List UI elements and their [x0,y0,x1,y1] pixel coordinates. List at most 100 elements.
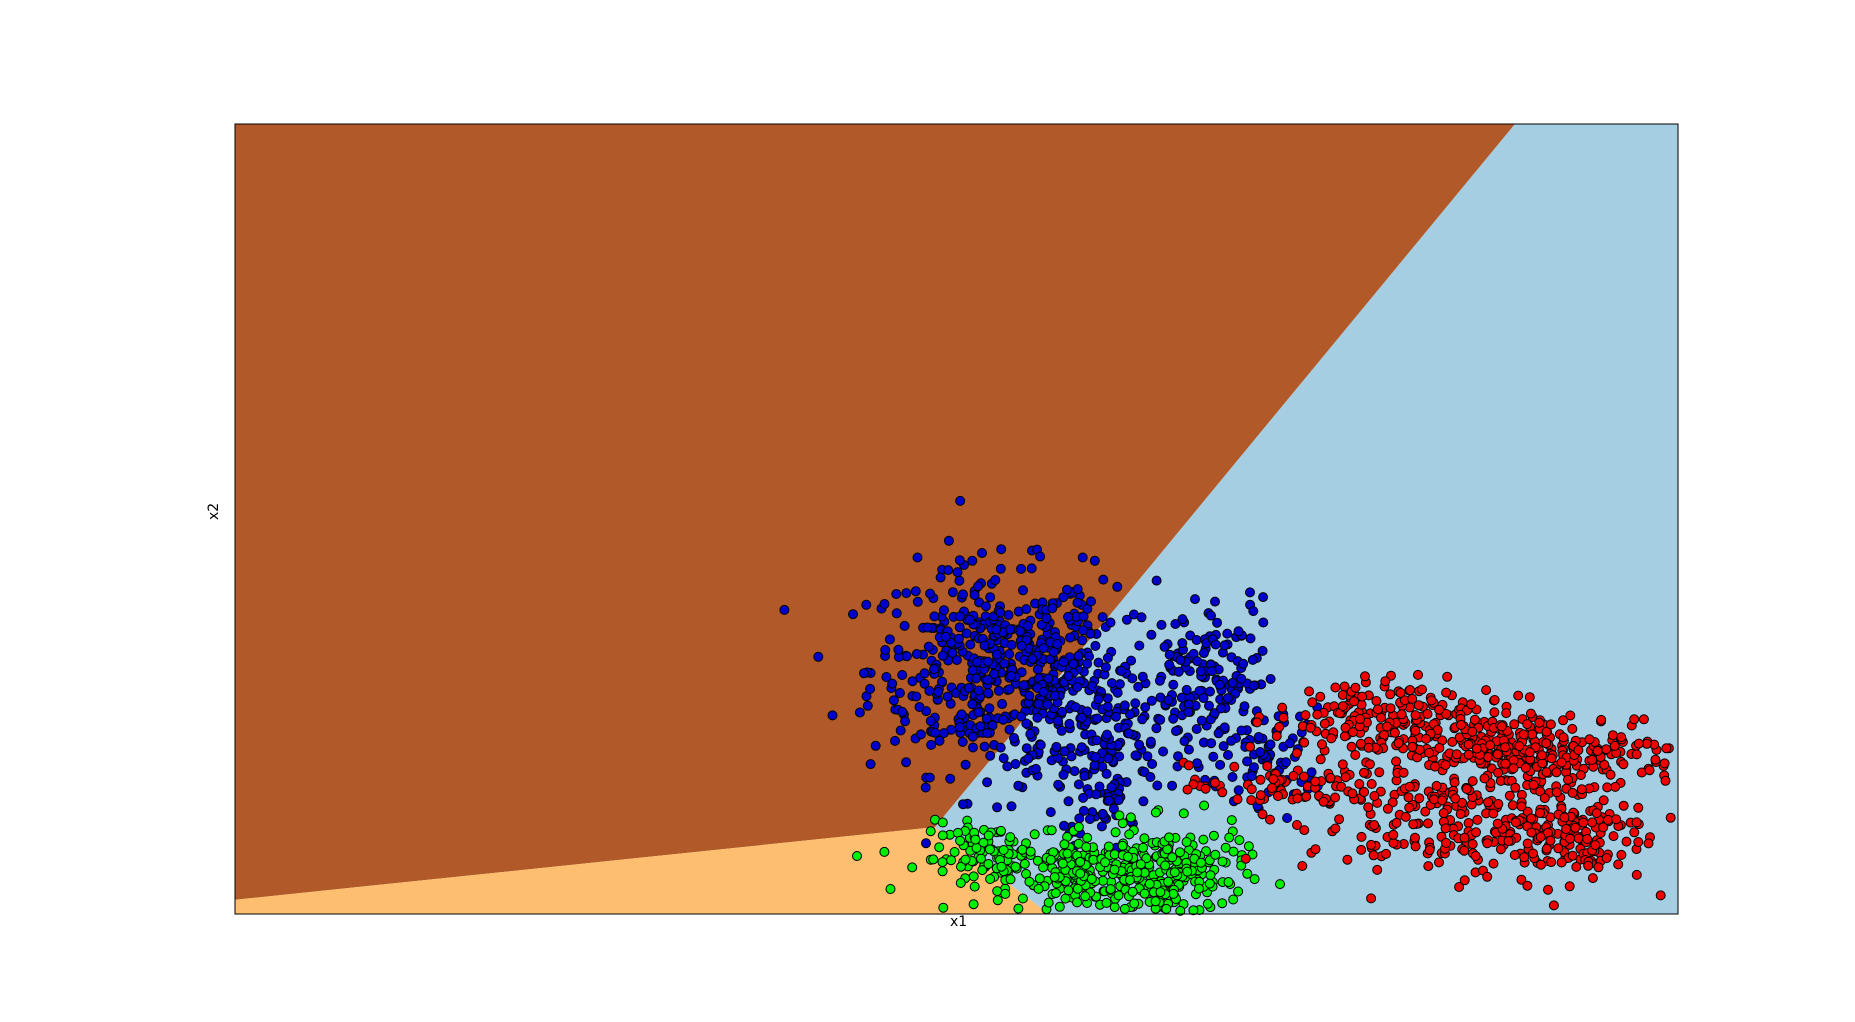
data-point [1245,587,1255,598]
data-point [1524,692,1535,703]
data-point [1633,837,1644,847]
data-point [1424,845,1435,856]
data-point [1224,832,1235,843]
data-point [1388,829,1399,840]
data-point [1257,809,1268,820]
data-point [1330,823,1341,834]
data-point [827,710,838,721]
data-point [1665,812,1676,823]
data-point [1300,710,1311,721]
data-point [956,709,967,720]
data-point [1100,662,1111,673]
data-point [1139,833,1150,844]
data-point [1150,896,1161,907]
data-point [1510,817,1521,828]
data-point [1459,875,1470,886]
data-point [965,639,976,650]
data-point [1195,666,1206,677]
data-point [1123,728,1134,739]
data-point [1035,740,1046,750]
data-point [1191,724,1202,734]
data-point [954,575,965,586]
data-point [1152,780,1163,791]
data-point [985,750,996,761]
data-point [1655,890,1666,901]
data-point [1217,787,1228,798]
data-point [1006,801,1017,812]
data-point [1437,795,1448,806]
data-point [1108,803,1119,814]
data-point [937,830,948,841]
data-point [1584,734,1595,745]
data-point [1434,704,1445,715]
data-point [1422,709,1433,719]
data-point [1551,787,1562,798]
data-point [1150,807,1161,818]
data-point [1218,741,1229,752]
data-point [1073,822,1084,832]
data-point [1130,750,1141,761]
data-point [1175,905,1186,916]
data-point [945,773,956,784]
data-point [971,673,982,684]
data-point [1274,722,1285,732]
data-point [1217,898,1228,909]
data-point [1541,726,1552,737]
data-point [1129,898,1140,909]
data-point [1252,717,1263,728]
data-point [1027,653,1038,664]
data-point [1222,628,1233,639]
data-point [1268,774,1279,785]
data-point [1017,893,1028,904]
data-point [1543,884,1553,895]
data-point [1103,841,1114,852]
data-point [1018,585,1028,596]
data-point [982,656,993,667]
data-point [1492,818,1503,829]
data-point [1424,747,1435,758]
data-point [1021,718,1032,729]
data-point [1004,649,1015,660]
data-point [939,605,949,616]
data-point [1229,761,1240,772]
data-point [1326,733,1337,744]
data-point [980,601,991,612]
data-point [1567,787,1578,798]
data-point [1006,671,1017,681]
data-point [1084,814,1095,825]
data-point [1495,844,1506,855]
data-point [919,678,930,689]
data-point [1133,681,1144,692]
data-point [943,565,954,576]
data-point [1090,640,1101,651]
data-point [1413,669,1423,680]
data-point [1024,690,1035,701]
data-point [1171,726,1181,737]
data-point [1045,854,1056,865]
data-point [1455,809,1466,819]
data-point [1536,859,1546,870]
data-point [915,729,926,740]
data-point [1567,850,1578,861]
data-point [893,644,904,655]
plot-frame [234,123,1679,915]
data-point [1366,839,1377,850]
data-point [1592,745,1603,756]
data-point [925,716,936,726]
data-point [1016,711,1027,722]
data-point [1556,757,1567,768]
data-point [992,802,1003,813]
data-point [1105,617,1116,628]
data-point [996,825,1006,836]
data-point [1159,641,1170,652]
data-point [1146,629,1157,640]
data-point [1226,735,1237,746]
data-point [991,649,1002,660]
data-point [1057,706,1068,717]
data-point [910,586,921,597]
data-point [1000,888,1011,899]
data-point [1216,703,1227,714]
data-point [1066,751,1077,762]
data-point [1096,821,1107,832]
data-point [1076,742,1087,753]
